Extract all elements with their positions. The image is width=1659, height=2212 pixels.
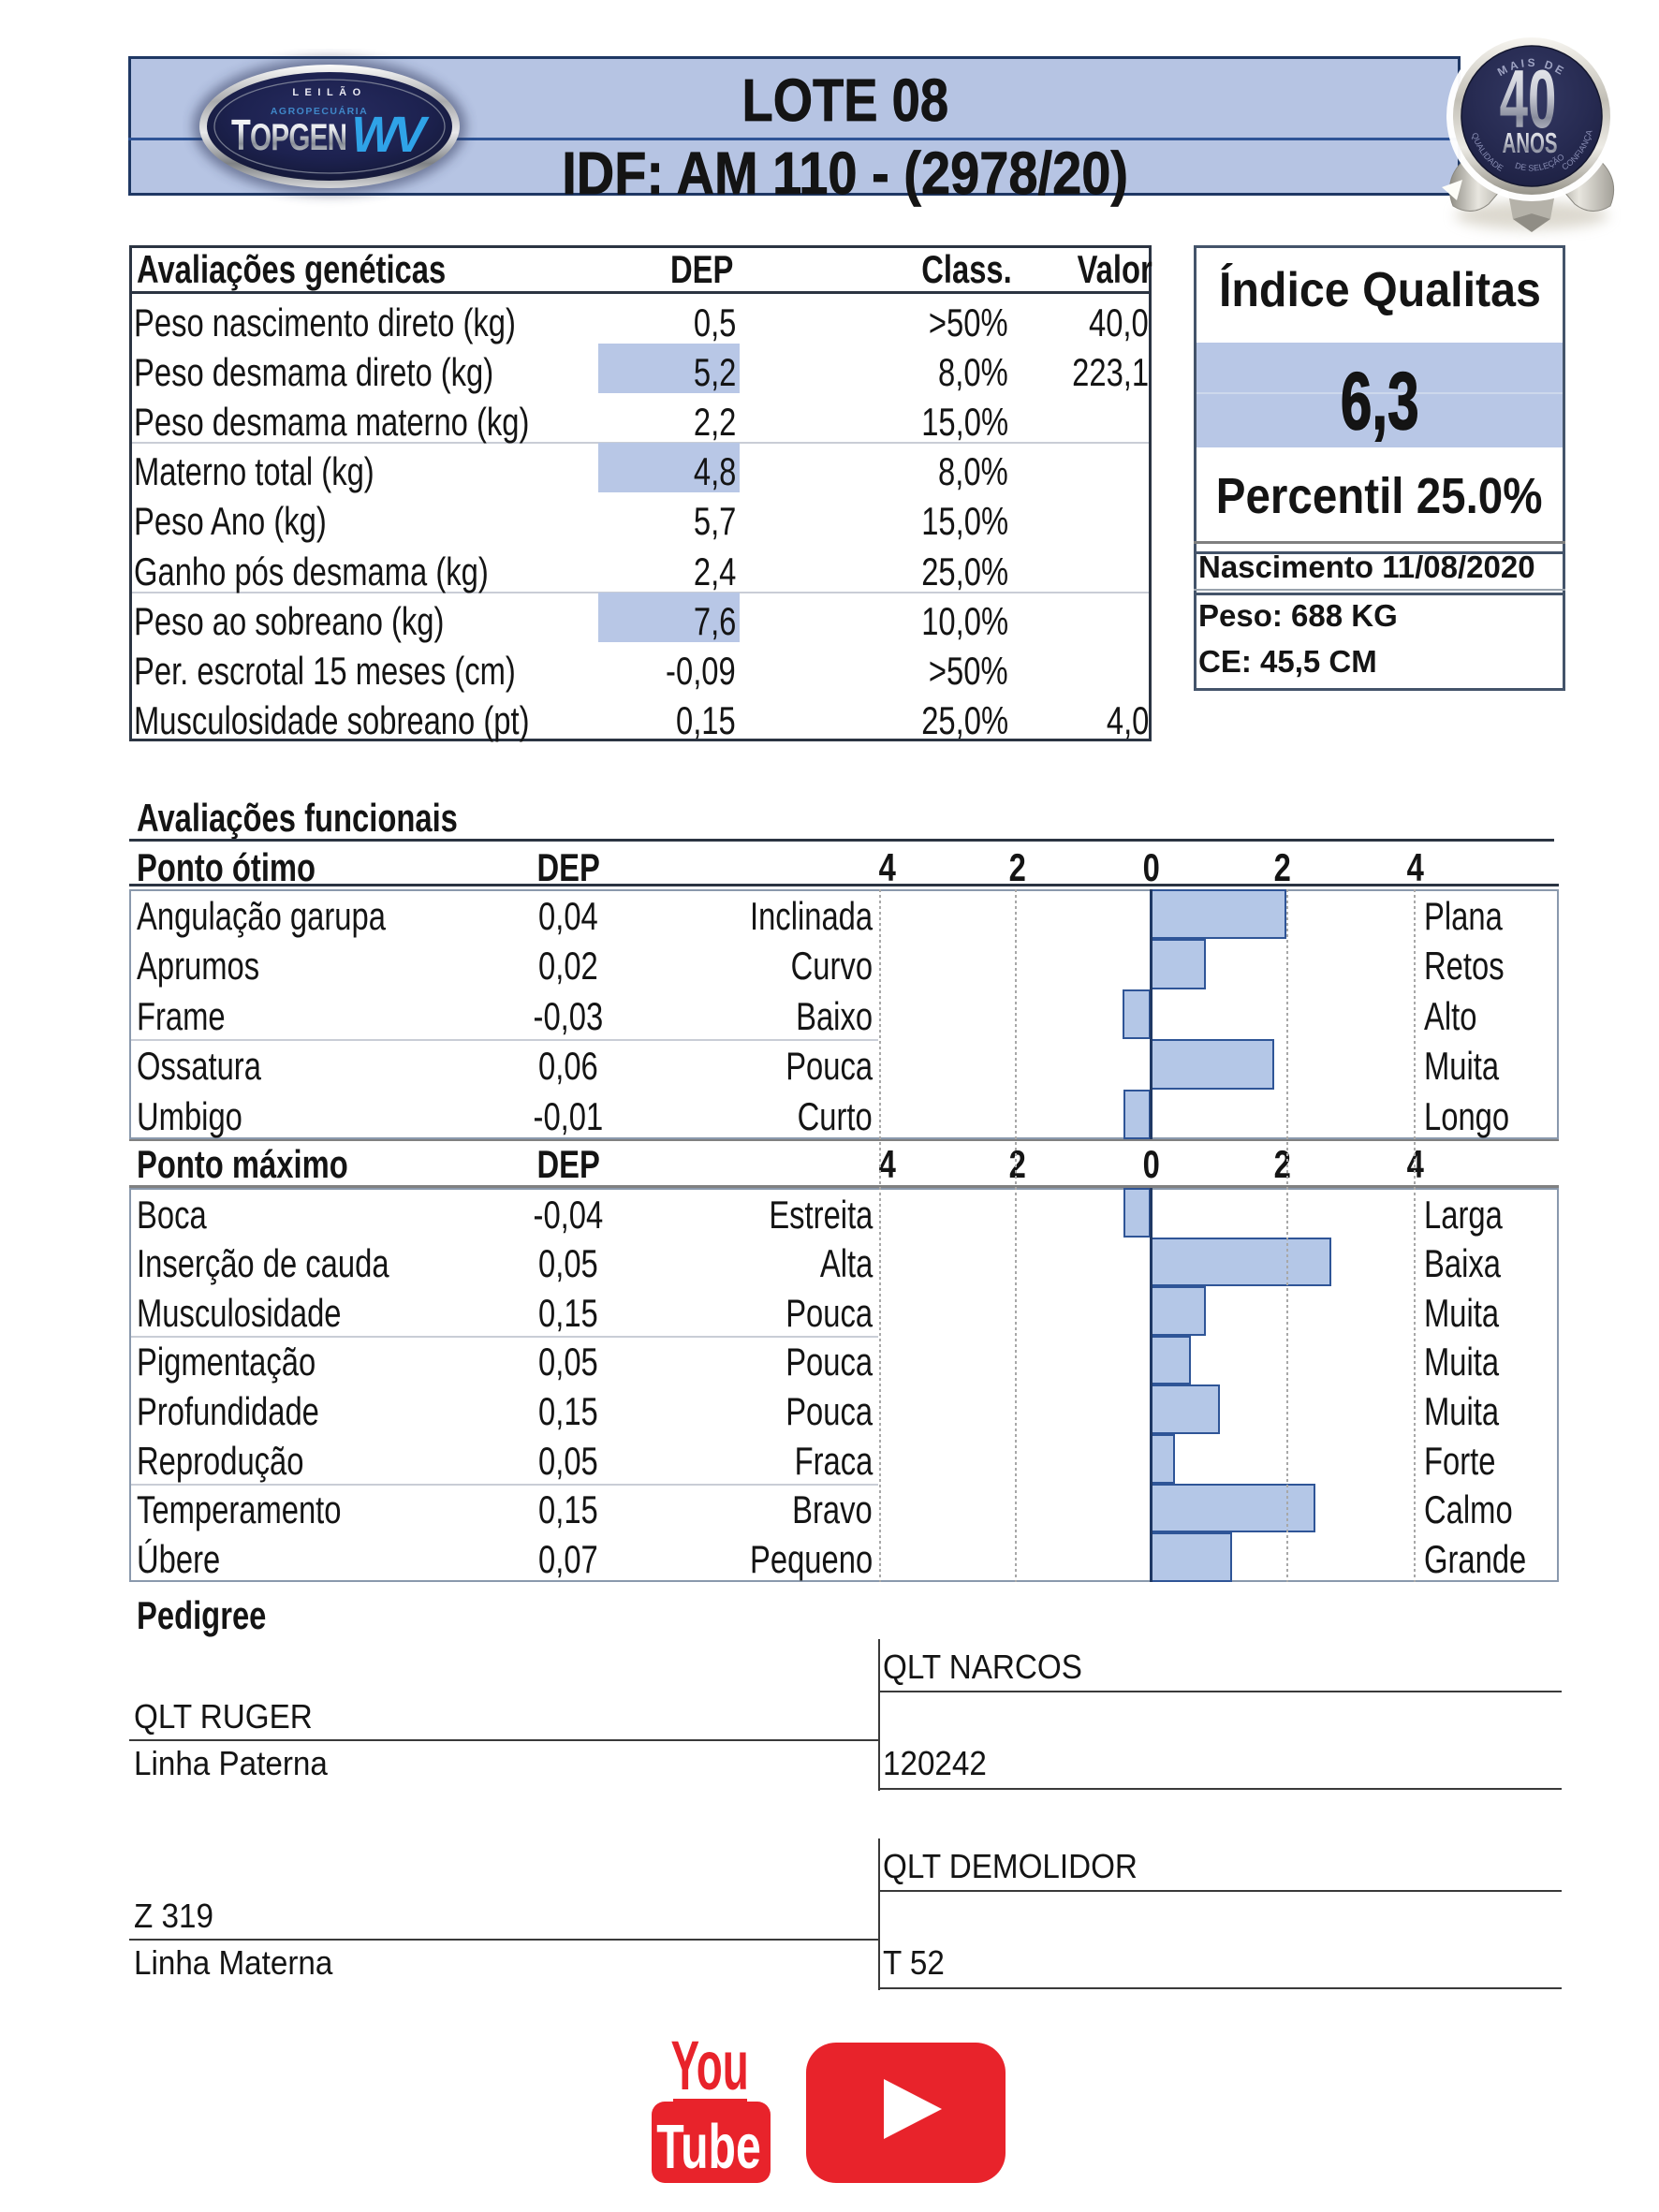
svg-text:AGROPECUÁRIA: AGROPECUÁRIA	[271, 105, 368, 117]
svg-text:Tube: Tube	[656, 2112, 761, 2182]
svg-text:You: You	[671, 2028, 749, 2105]
svg-text:40: 40	[1500, 53, 1557, 146]
svg-text:ANOS: ANOS	[1502, 126, 1557, 159]
svg-text:TOPGEN: TOPGEN	[231, 110, 346, 159]
svg-text:LEILÃO: LEILÃO	[292, 86, 366, 98]
svg-text:WV: WV	[351, 107, 430, 163]
